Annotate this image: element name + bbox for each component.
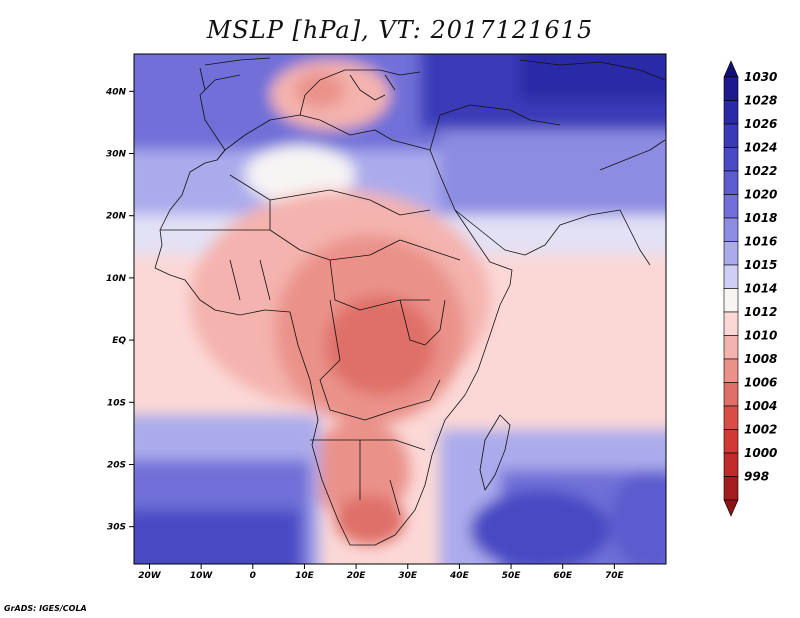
lon-tick-label: 40E — [449, 571, 470, 581]
lat-tick-label: 30S — [107, 523, 126, 533]
lon-tick-label: 70E — [605, 571, 625, 581]
lon-tick-label: 20E — [347, 571, 367, 581]
colorbar-label: 1014 — [744, 282, 777, 296]
colorbar-swatch — [723, 476, 739, 501]
lon-tick-label: 20W — [138, 571, 162, 581]
colorbar-swatch — [723, 147, 739, 172]
colorbar-label: 1018 — [744, 211, 777, 225]
colorbar-label: 1012 — [744, 305, 777, 319]
colorbar-label: 1004 — [744, 399, 777, 413]
colorbar-swatch — [723, 429, 739, 454]
lat-tick-label: 30N — [106, 150, 127, 160]
colorbar-label: 1006 — [744, 376, 777, 390]
colorbar-top-cap — [723, 60, 739, 78]
colorbar-label: 1015 — [744, 258, 777, 272]
colorbar-label: 1024 — [744, 141, 777, 155]
colorbar-label: 1016 — [744, 235, 777, 249]
colorbar-label: 1030 — [744, 70, 777, 84]
lon-tick-label: 10W — [190, 571, 214, 581]
colorbar-label: 998 — [744, 470, 769, 484]
colorbar-label: 1028 — [744, 94, 777, 108]
lat-tick-label: 40N — [105, 87, 127, 97]
pressure-field — [134, 54, 666, 564]
colorbar-label: 1002 — [744, 423, 777, 437]
colorbar: 1030 1028 1026 1024 1022 1020 1018 1016 1015 1014… — [723, 60, 777, 517]
lon-tick-label: 30E — [398, 571, 418, 581]
colorbar-swatch — [723, 170, 739, 195]
colorbar-swatch — [723, 311, 739, 336]
colorbar-label: 1022 — [744, 164, 777, 178]
colorbar-label: 1000 — [744, 446, 777, 460]
colorbar-swatch — [723, 335, 739, 360]
lon-tick-label: 60E — [553, 571, 573, 581]
lat-tick-label: 10S — [107, 398, 126, 408]
colorbar-swatch — [723, 382, 739, 407]
colorbar-swatch — [723, 123, 739, 148]
colorbar-label: 1020 — [744, 188, 777, 202]
coastlines-and-borders — [154, 57, 666, 546]
colorbar-swatch — [723, 264, 739, 289]
map-title: MSLP [hPa], VT: 2017121615 — [206, 16, 594, 44]
colorbar-label: 1026 — [744, 117, 777, 131]
plot-frame — [133, 53, 667, 565]
lat-tick-label: 20N — [106, 212, 127, 222]
lat-tick-label: 10N — [106, 274, 127, 284]
colorbar-label: 1008 — [744, 352, 777, 366]
latitude-axis: 40N 30N 20N 10N EQ 10S 20S 30S — [105, 87, 134, 533]
colorbar-swatch — [723, 194, 739, 219]
colorbar-swatch — [723, 241, 739, 266]
colorbar-swatch — [723, 100, 739, 125]
colorbar-swatch — [723, 358, 739, 383]
colorbar-label: 1010 — [744, 329, 777, 343]
lon-tick-label: 0 — [250, 571, 256, 581]
colorbar-swatch — [723, 217, 739, 242]
longitude-axis: 20W 10W 0 10E 20E 30E 40E 50E 60E 70E — [138, 564, 625, 581]
colorbar-swatch — [723, 76, 739, 101]
colorbar-swatch — [723, 288, 739, 313]
lon-tick-label: 10E — [295, 571, 315, 581]
colorbar-swatch — [723, 452, 739, 477]
colorbar-swatch — [723, 405, 739, 430]
grads-credit: GrADS: IGES/COLA — [4, 604, 87, 613]
lon-tick-label: 50E — [502, 571, 522, 581]
colorbar-bottom-cap — [723, 499, 739, 517]
lat-tick-label: 20S — [107, 460, 126, 470]
lat-tick-label: EQ — [112, 336, 126, 346]
